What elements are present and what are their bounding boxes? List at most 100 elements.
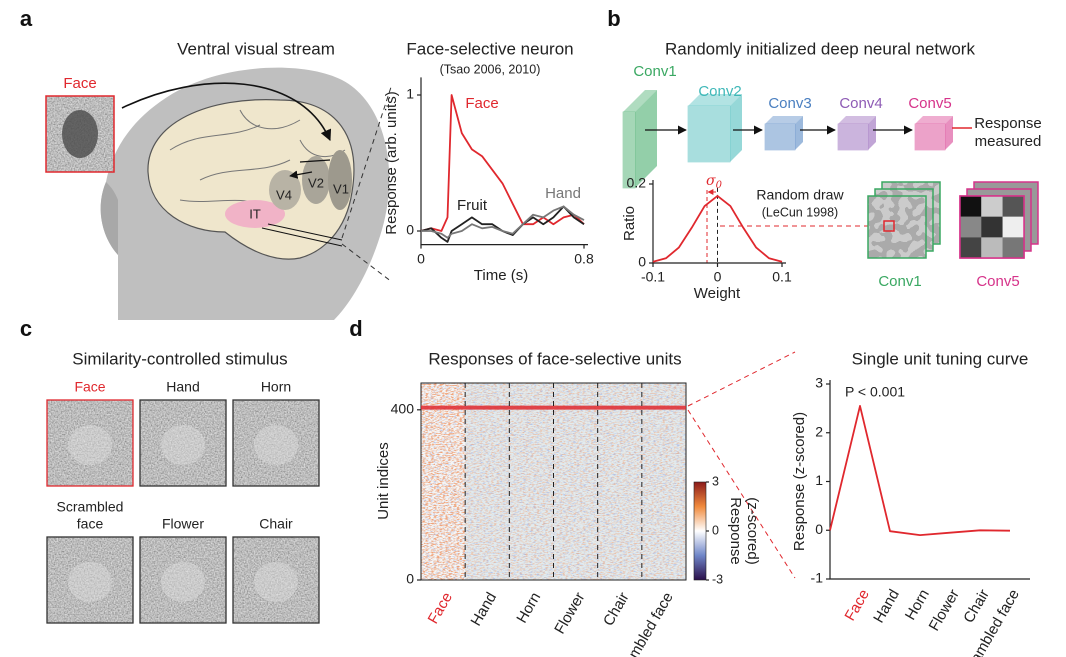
panel-title: Responses of face-selective units bbox=[428, 349, 681, 368]
draw-label: Random draw bbox=[756, 187, 844, 203]
y-axis-label: Response (arb. units) bbox=[383, 91, 400, 234]
layer-label: Conv2 bbox=[698, 83, 741, 100]
filter-border bbox=[959, 195, 1025, 259]
layer-top bbox=[915, 116, 953, 124]
panel-title: Randomly initialized deep neural network bbox=[665, 39, 975, 58]
area-it bbox=[225, 200, 285, 228]
zoom-line bbox=[687, 409, 796, 579]
layer-label: Conv5 bbox=[908, 95, 951, 112]
line-series bbox=[652, 195, 783, 263]
stimulus-label: Scrambled bbox=[57, 499, 124, 515]
line-series bbox=[829, 405, 1011, 536]
stimulus-label: Horn bbox=[261, 379, 291, 395]
stimulus-image bbox=[47, 537, 133, 623]
stimulus-image bbox=[47, 400, 133, 486]
y-tick-label: 0 bbox=[406, 571, 414, 587]
layer-top bbox=[688, 94, 742, 106]
filter-conv1 bbox=[868, 196, 926, 258]
layer-front bbox=[837, 123, 869, 151]
stimulus-frame bbox=[139, 536, 227, 624]
monkey-head bbox=[45, 67, 393, 320]
panel-letter: b bbox=[607, 6, 620, 31]
y-tick-label: 2 bbox=[815, 423, 823, 439]
filter-cell bbox=[981, 237, 1003, 259]
y-axis-label: Unit indices bbox=[375, 442, 392, 520]
y-tick-label: 0 bbox=[815, 521, 823, 537]
filter-cell bbox=[1002, 196, 1024, 217]
stimulus-object bbox=[161, 562, 205, 602]
sigma-sub: 0 bbox=[716, 180, 723, 191]
stimulus-frame bbox=[232, 536, 320, 624]
layer-front bbox=[764, 123, 796, 151]
stimulus-object bbox=[68, 562, 112, 602]
filter-cell bbox=[960, 216, 982, 238]
layer-front bbox=[622, 111, 636, 189]
stimulus-label: Hand bbox=[166, 379, 199, 395]
output-label: Response bbox=[974, 115, 1042, 132]
panel-letter: c bbox=[20, 316, 32, 341]
series-label: Hand bbox=[545, 185, 581, 202]
sigma: σ bbox=[706, 173, 716, 189]
annotation: P < 0.001 bbox=[845, 384, 905, 400]
filter-label: Conv1 bbox=[878, 273, 921, 290]
layer-top bbox=[765, 116, 803, 124]
layer-label: Conv1 bbox=[633, 63, 676, 80]
filter-label: Conv5 bbox=[976, 273, 1019, 290]
colorbar-label: (z-scored) bbox=[744, 497, 761, 565]
y-axis-label: Response (z-scored) bbox=[791, 412, 808, 551]
x-tick-label: Flower bbox=[551, 589, 588, 636]
y-tick-label: 0.2 bbox=[627, 175, 647, 191]
chart-subtitle: (Tsao 2006, 2010) bbox=[440, 62, 541, 76]
stimulus-object bbox=[161, 425, 205, 465]
layer-side bbox=[635, 90, 657, 188]
layer-side bbox=[730, 94, 742, 162]
stimulus-label: Chair bbox=[259, 516, 293, 532]
stimulus-image bbox=[233, 400, 319, 486]
line-series bbox=[421, 205, 585, 239]
zoom-line bbox=[687, 351, 796, 407]
stimulus-label: Face bbox=[74, 379, 105, 395]
y-tick-label: 400 bbox=[391, 401, 415, 417]
y-tick-label: 0 bbox=[406, 222, 414, 238]
filter-cell bbox=[981, 196, 1003, 217]
y-tick-label: 3 bbox=[815, 375, 823, 391]
y-tick-label: -1 bbox=[811, 570, 824, 586]
stimulus-object bbox=[254, 562, 298, 602]
stimulus-image bbox=[140, 400, 226, 486]
filter-cell bbox=[960, 196, 982, 217]
zoom-line bbox=[341, 243, 393, 283]
colorbar-tick-label: -3 bbox=[712, 572, 723, 586]
layer-front bbox=[687, 105, 731, 163]
y-tick-label: 1 bbox=[406, 86, 414, 102]
x-tick-label: Hand bbox=[870, 586, 903, 626]
layer-side bbox=[868, 116, 876, 150]
x-tick-label: 0 bbox=[417, 250, 425, 266]
panel-title: Ventral visual stream bbox=[177, 39, 335, 58]
panel-title: Similarity-controlled stimulus bbox=[72, 349, 287, 368]
stimulus-frame bbox=[46, 399, 134, 487]
face-shape bbox=[62, 110, 98, 158]
stimulus-images bbox=[46, 399, 320, 624]
filter-cell bbox=[1002, 216, 1024, 238]
filter-cell bbox=[981, 216, 1003, 238]
face-shade bbox=[100, 182, 118, 255]
x-tick-label: Face bbox=[425, 589, 456, 626]
x-tick-label: -0.1 bbox=[641, 269, 665, 285]
series-label: Fruit bbox=[457, 197, 488, 214]
colorbar-tick-label: 0 bbox=[712, 523, 719, 537]
x-tick-label: Horn bbox=[902, 586, 933, 623]
x-axis-label: Weight bbox=[694, 285, 741, 302]
stimulus-image bbox=[233, 537, 319, 623]
panel-letter: d bbox=[349, 316, 362, 341]
x-tick-label: Hand bbox=[467, 589, 500, 629]
layer-side bbox=[945, 116, 953, 150]
x-tick-label: Face bbox=[841, 586, 872, 623]
stimulus-label: face bbox=[77, 516, 104, 532]
chart-title: Face-selective neuron bbox=[406, 39, 573, 58]
stream-arrows bbox=[290, 159, 331, 176]
brain bbox=[147, 99, 355, 260]
x-tick-label: 0 bbox=[714, 269, 722, 285]
layer-front bbox=[914, 123, 946, 151]
x-tick-label: Flower bbox=[926, 586, 963, 633]
colorbar-label: Response bbox=[727, 497, 744, 565]
